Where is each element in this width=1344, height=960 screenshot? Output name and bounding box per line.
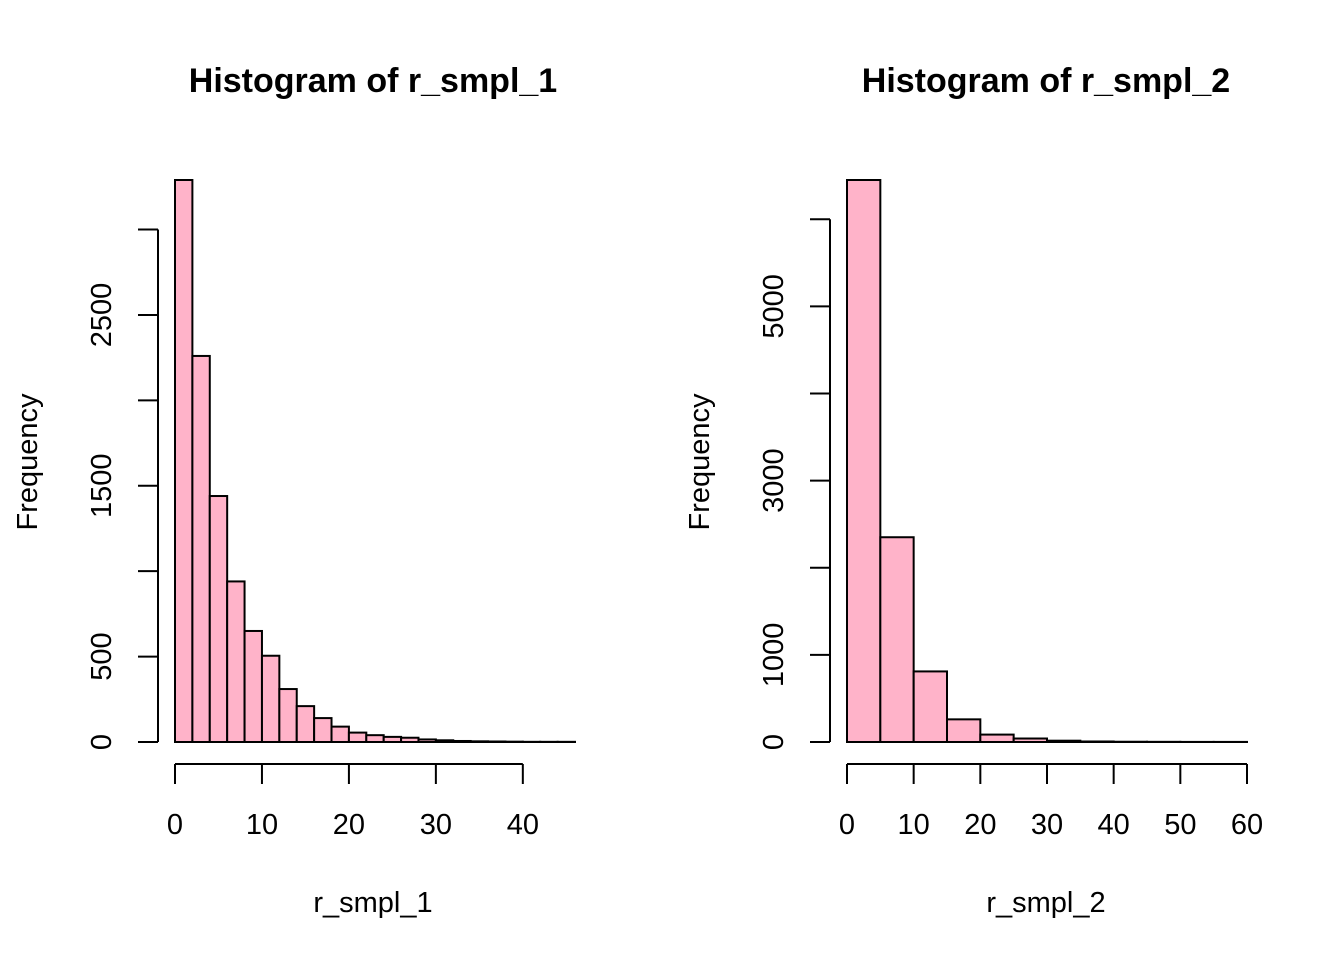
y-tick-label: 500 <box>86 632 118 680</box>
y-tick-label: 0 <box>86 734 118 750</box>
histogram-bar <box>434 739 455 743</box>
histogram-bar <box>365 734 385 743</box>
histogram-bar <box>1012 737 1048 744</box>
histogram-bar <box>400 736 420 743</box>
x-tick-label: 0 <box>167 809 183 841</box>
y-tick-label: 3000 <box>758 448 790 513</box>
histogram-bar <box>226 580 246 743</box>
y-tick-label: 1500 <box>86 454 118 519</box>
histogram-bar <box>243 629 263 743</box>
histogram-bar <box>846 179 882 743</box>
x-tick-label: 40 <box>507 809 539 841</box>
x-axis-label-2: r_smpl_2 <box>986 887 1105 919</box>
histogram-panel-1: Histogram of r_smpl_1 r_smpl_1 Frequency… <box>12 62 576 919</box>
histogram-bar <box>979 733 1015 744</box>
y-axis-label-2: Frequency <box>684 393 716 531</box>
chart-title-2: Histogram of r_smpl_2 <box>862 62 1230 100</box>
bars-2 <box>846 179 1249 744</box>
histogram-bar <box>208 495 229 743</box>
y-tick-label: 5000 <box>758 274 790 339</box>
x-axis-label-1: r_smpl_1 <box>313 887 432 919</box>
x-axis-2: 0 10 20 30 40 50 60 <box>839 763 1263 841</box>
histogram-bar <box>879 536 915 743</box>
histogram-bar <box>452 739 472 743</box>
x-tick-label: 60 <box>1231 809 1263 841</box>
x-tick-label: 30 <box>1031 809 1063 841</box>
histogram-bar <box>417 738 437 744</box>
bars-1 <box>174 179 576 744</box>
x-tick-label: 20 <box>964 809 996 841</box>
histogram-bar <box>278 688 298 743</box>
y-tick-label: 2500 <box>86 283 118 348</box>
histogram-bar <box>191 354 211 743</box>
histogram-bar <box>946 718 982 743</box>
histogram-bar <box>330 725 350 744</box>
histogram-bar <box>1079 740 1115 743</box>
x-tick-label: 30 <box>420 809 452 841</box>
y-tick-label: 1000 <box>758 623 790 688</box>
histogram-bar <box>347 731 368 743</box>
x-tick-label: 0 <box>839 809 855 841</box>
y-axis-1: 0 500 1500 2500 <box>86 228 159 750</box>
x-tick-label: 10 <box>246 809 278 841</box>
y-tick-label: 0 <box>758 734 790 750</box>
x-axis-1: 0 10 20 30 40 <box>167 763 539 841</box>
y-axis-label-1: Frequency <box>12 393 44 531</box>
x-tick-label: 20 <box>333 809 365 841</box>
histogram-bar <box>260 654 281 743</box>
histogram-bar <box>912 670 948 743</box>
histogram-bar <box>1046 739 1082 744</box>
histogram-bar <box>487 740 507 743</box>
histogram-panel-2: Histogram of r_smpl_2 r_smpl_2 Frequency… <box>684 62 1263 919</box>
histogram-bar <box>469 740 490 744</box>
histogram-bar <box>313 717 333 744</box>
y-axis-2: 0 1000 3000 5000 <box>758 218 831 750</box>
x-tick-label: 10 <box>898 809 930 841</box>
chart-title-1: Histogram of r_smpl_1 <box>189 62 557 100</box>
histogram-bar <box>382 735 403 744</box>
x-tick-label: 50 <box>1164 809 1196 841</box>
histogram-bar <box>295 705 316 744</box>
x-tick-label: 40 <box>1098 809 1130 841</box>
histogram-bar <box>174 179 194 743</box>
